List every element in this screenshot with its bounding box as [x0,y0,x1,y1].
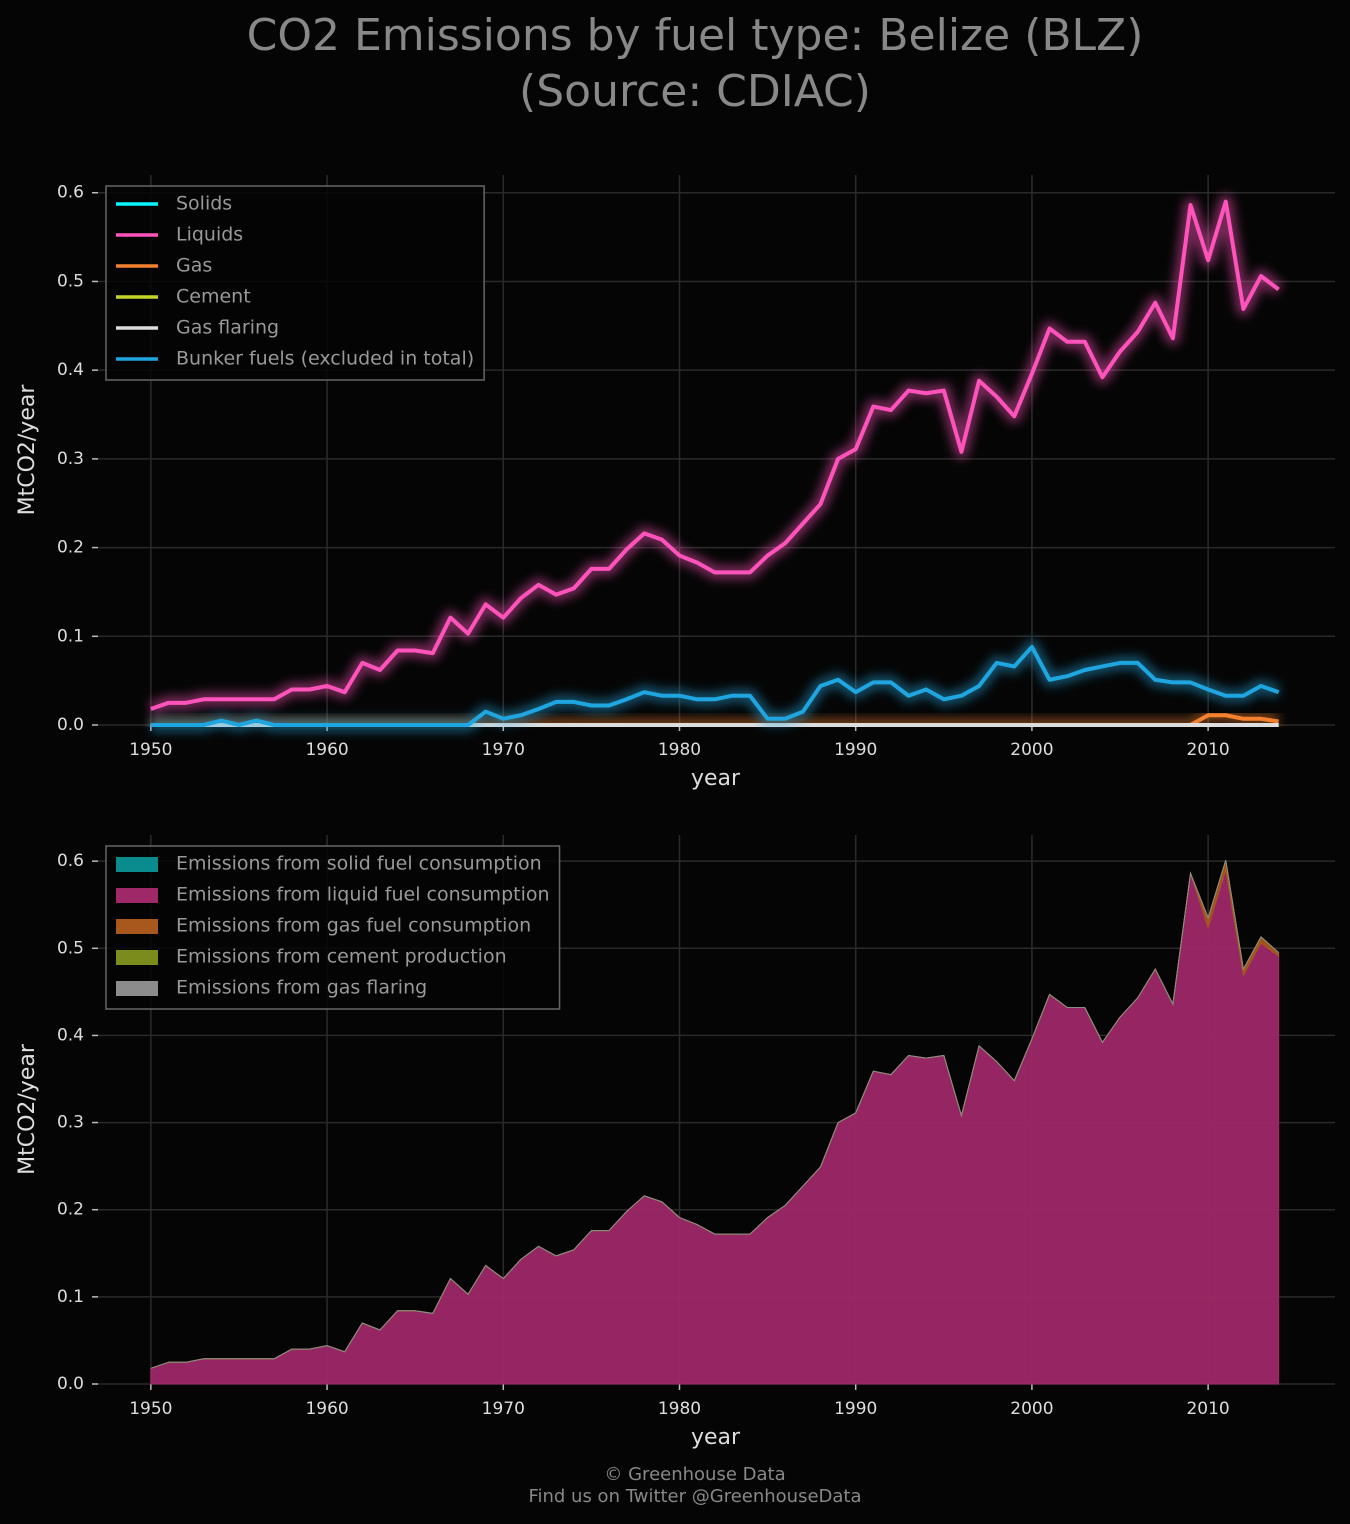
chart: 0.0 0.1 0.2 0.3 0.4 0.5 0.6 1950 1960 1970 1980 199… [15,175,1335,791]
y-tick-label: 0.5 [57,938,84,958]
figure-title: CO2 Emissions by fuel type: Belize (BLZ) [247,10,1144,61]
legend-label: Emissions from solid fuel consumption [176,853,542,875]
x-tick-label: 1960 [305,1399,348,1419]
legend-label: Emissions from liquid fuel consumption [176,884,550,906]
legend-label: Bunker fuels (excluded in total) [176,348,474,370]
y-tick-label: 0.2 [57,538,84,558]
y-axis-label: MtCO2/year [15,384,40,516]
x-tick-label: 1960 [305,740,348,760]
legend-label: Gas flaring [176,317,279,339]
x-tick-label: 2000 [1010,1399,1053,1419]
area [150,860,1279,1369]
y-tick-label: 0.4 [57,1025,84,1045]
y-tick-label: 0.4 [57,360,84,380]
legend-swatch [116,888,158,903]
y-tick-label: 0.1 [57,1287,84,1307]
y-axis-label: MtCO2/year [15,1043,40,1175]
x-tick-label: 1970 [482,740,525,760]
legend-label: Emissions from gas fuel consumption [176,915,531,937]
line [150,199,1280,711]
y-tick-label: 0.3 [57,1113,84,1133]
x-tick-label: 1980 [658,740,701,760]
y-tick-label: 0.2 [57,1200,84,1220]
x-axis-label: year [691,1425,741,1450]
y-tick-label: 0.5 [57,271,84,291]
legend-frame [105,185,485,381]
x-tick-label: 1980 [658,1399,701,1419]
x-tick-label: 2010 [1186,740,1229,760]
legend-swatch [116,857,158,872]
y-tick-label: 0.6 [57,851,84,871]
chart: 0.0 0.1 0.2 0.3 0.4 0.5 0.6 1950 1960 1970 1980 199… [15,835,1335,1450]
legend: Emissions from solid fuel consumption Emi… [105,845,561,1010]
legend-swatch [116,981,158,996]
x-axis-label: year [691,766,741,791]
y-tick-label: 0.0 [57,1374,84,1394]
legend-frame [105,845,561,1010]
legend-swatch [116,950,158,965]
legend-label: Emissions from gas flaring [176,977,427,999]
x-tick-label: 1950 [129,740,172,760]
legend-label: Liquids [176,224,243,246]
y-tick-label: 0.1 [57,626,84,646]
x-tick-label: 1950 [129,1399,172,1419]
credit: © Greenhouse Data [604,1464,785,1485]
credit: Find us on Twitter @GreenhouseData [528,1486,861,1507]
x-tick-label: 1990 [834,740,877,760]
legend-label: Cement [176,286,251,308]
x-tick-label: 2000 [1010,740,1053,760]
y-tick-label: 0.6 [57,183,84,203]
legend-label: Solids [176,193,232,215]
x-tick-label: 1990 [834,1399,877,1419]
figure-subtitle: (Source: CDIAC) [519,66,871,117]
legend: Solids Liquids Gas Cement Gas flaring Bunker … [105,185,485,381]
line [150,644,1280,727]
x-tick-label: 2010 [1186,1399,1229,1419]
y-tick-label: 0.0 [57,715,84,735]
legend-label: Gas [176,255,212,277]
legend-label: Emissions from cement production [176,946,507,968]
y-tick-label: 0.3 [57,449,84,469]
x-tick-label: 1970 [482,1399,525,1419]
legend-swatch [116,919,158,934]
